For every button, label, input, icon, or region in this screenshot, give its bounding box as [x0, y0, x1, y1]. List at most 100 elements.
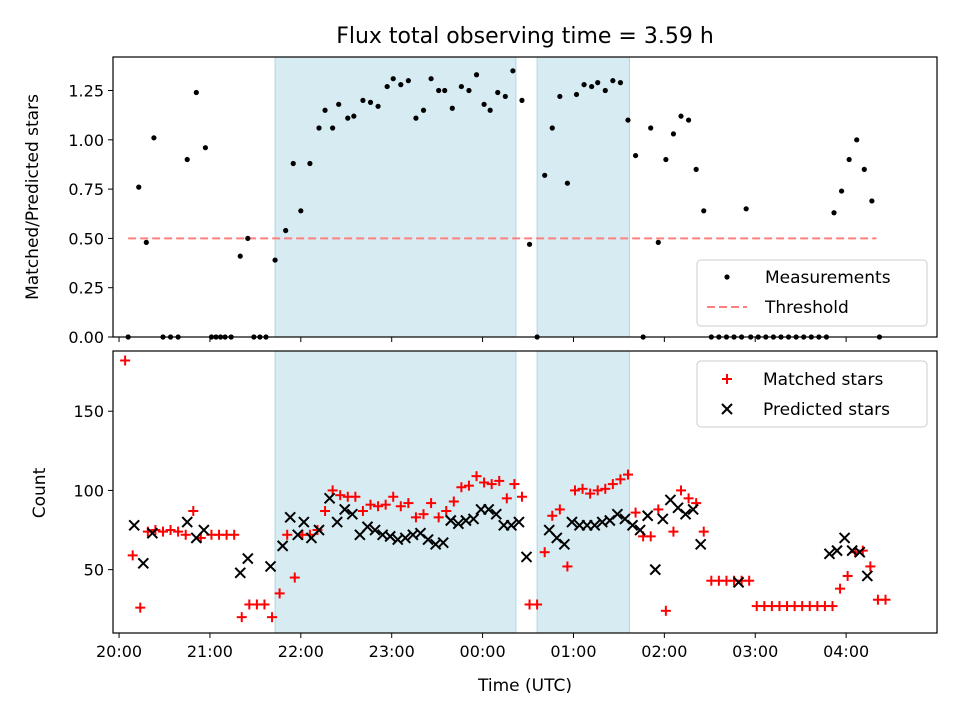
matched-star-point: [463, 480, 474, 491]
predicted-star-point: [384, 530, 396, 543]
predicted-star-point: [128, 519, 140, 531]
measurement-point: [670, 131, 677, 137]
count-shaded-intervals: [274, 350, 631, 634]
x-tick-label: 20:00: [96, 642, 142, 661]
predicted-star-point: [520, 551, 533, 563]
matched-star-point: [120, 355, 131, 366]
x-tick-label: 00:00: [460, 642, 506, 661]
measurement-point: [298, 208, 304, 214]
matched-star-point: [683, 493, 694, 504]
matched-star-point: [698, 526, 709, 537]
count-panel: 50 100 150 20:00 21:00 22:00 23:00 00:00 01:00 0…: [30, 350, 938, 661]
matched-star-point: [418, 509, 429, 520]
predicted-star-point: [452, 517, 465, 530]
predicted-star-point: [346, 508, 359, 520]
matched-star-point: [236, 612, 247, 623]
measurement-point: [573, 91, 580, 98]
measurement-point: [405, 78, 411, 84]
measurement-point: [743, 206, 749, 212]
measurement-point: [610, 78, 616, 84]
measurement-point: [458, 83, 464, 90]
measurement-point: [307, 160, 313, 167]
predicted-star-point: [558, 538, 571, 550]
measurement-point: [473, 72, 480, 78]
matched-star-point: [289, 572, 300, 583]
measurement-point: [854, 137, 860, 143]
y-tick-label: 0.00: [68, 328, 104, 347]
matched-star-point: [267, 612, 278, 623]
observing-window: [274, 56, 517, 338]
y-tick-label: 1.25: [68, 82, 104, 101]
matched-star-point: [380, 499, 391, 510]
measurement-point: [449, 105, 455, 111]
ratio-legend: Measurements Threshold: [696, 259, 928, 327]
legend-predicted-marker: [721, 403, 733, 415]
measurement-point: [420, 107, 427, 113]
matched-star-point: [835, 583, 846, 594]
measurement-point: [428, 76, 434, 82]
matched-star-point: [880, 594, 891, 605]
count-x-axis-ticks: 20:00 21:00 22:00 23:00 00:00 01:00 02:00 03:00…: [96, 633, 869, 661]
predicted-star-point: [137, 557, 150, 569]
predicted-star-point: [437, 536, 449, 549]
x-tick-label: 21:00: [187, 642, 233, 661]
matched-star-point: [426, 498, 437, 509]
matched-star-point: [448, 496, 459, 507]
measurement-point: [384, 83, 390, 90]
matched-star-point: [403, 498, 414, 509]
matched-star-point: [456, 482, 467, 493]
predicted-star-point: [181, 516, 193, 528]
legend-box: [696, 259, 928, 327]
predicted-star-point: [679, 508, 692, 520]
legend-label: Predicted stars: [763, 400, 890, 420]
measurement-point: [632, 152, 639, 159]
matched-star-point: [127, 550, 138, 561]
matched-star-point: [188, 506, 199, 517]
y-tick-label: 1.00: [68, 131, 104, 150]
ratio-x-axis-ticks: [118, 337, 847, 342]
measurement-point: [625, 117, 631, 123]
legend-label: Measurements: [765, 268, 891, 288]
matched-star-point: [274, 588, 285, 599]
count-axes-frame: [112, 350, 938, 634]
matched-star-point: [623, 469, 633, 480]
y-tick-label: 50: [84, 561, 104, 580]
measurement-point: [184, 156, 190, 163]
measurement-point: [685, 117, 692, 123]
measurement-point: [655, 239, 661, 245]
predicted-star-point: [513, 516, 525, 528]
ratio-shaded-intervals: [274, 56, 631, 338]
predicted-star-point: [732, 576, 745, 589]
legend-measurement-marker: [724, 274, 730, 280]
matched-star-point: [585, 488, 596, 499]
predicted-star-point: [298, 516, 310, 528]
predicted-stars-points: [128, 492, 874, 589]
predicted-star-point: [242, 552, 254, 565]
matched-star-point: [433, 512, 444, 523]
matched-star-point: [335, 490, 346, 501]
predicted-star-point: [331, 516, 343, 528]
figure-title: Flux total observing time = 3.59 h: [336, 24, 714, 49]
measurement-point: [436, 87, 442, 94]
measurement-point: [564, 180, 571, 186]
matched-star-point: [173, 526, 184, 537]
count-y-axis-label: Count: [30, 467, 50, 518]
measurement-point: [202, 145, 208, 151]
matched-star-point: [827, 601, 838, 612]
y-tick-label: 150: [73, 402, 104, 421]
predicted-star-point: [264, 560, 277, 573]
measurement-point: [838, 188, 845, 194]
predicted-star-point: [505, 519, 518, 531]
matched-star-point: [653, 504, 664, 515]
measurement-point: [701, 208, 707, 214]
matched-star-point: [350, 491, 361, 502]
measurement-point: [283, 227, 289, 234]
measurement-point: [193, 89, 199, 96]
matched-star-point: [569, 485, 580, 496]
matched-star-point: [357, 506, 368, 517]
predicted-star-point: [588, 519, 601, 531]
predicted-star-point: [626, 519, 639, 531]
matched-star-point: [615, 474, 626, 485]
matched-star-point: [501, 493, 512, 504]
